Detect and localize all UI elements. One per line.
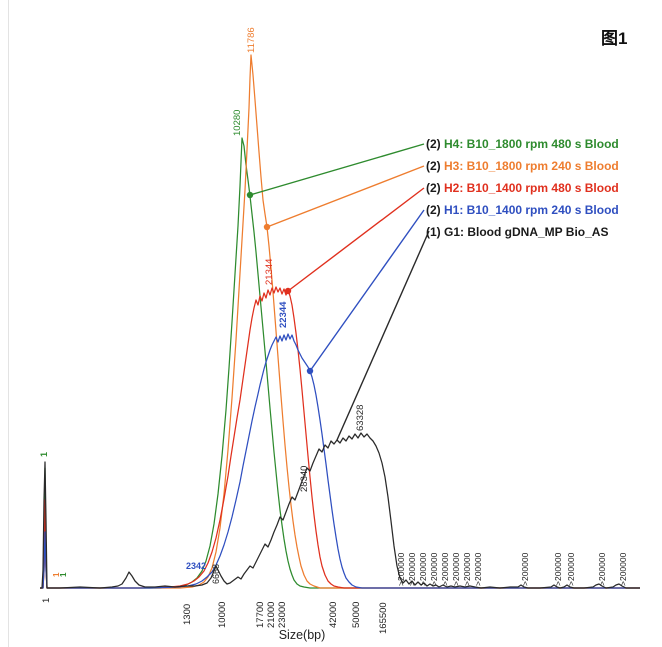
x-tick-label: 23000 bbox=[277, 601, 288, 628]
legend-item-label: H3: B10_1800 rpm 240 s Blood bbox=[444, 159, 619, 173]
peak-label: 2342 bbox=[186, 561, 207, 571]
peak-label: 21344 bbox=[264, 258, 275, 285]
legend-item: (2) H2: B10_1400 rpm 480 s Blood bbox=[426, 181, 619, 195]
overflow-marker-label: >200000 bbox=[553, 552, 563, 586]
peak-label: 22344 bbox=[278, 301, 289, 328]
x-tick-label: 17700 bbox=[255, 601, 266, 628]
figure-label: 图1 bbox=[601, 29, 628, 48]
overflow-marker-label: >200000 bbox=[418, 552, 428, 586]
leader-dot bbox=[263, 223, 271, 231]
series-trace bbox=[40, 54, 640, 589]
series-trace bbox=[40, 432, 640, 589]
left-border-line bbox=[8, 0, 9, 647]
legend-item-prefix: (1) bbox=[426, 225, 444, 239]
overflow-marker-label: >200000 bbox=[396, 552, 406, 586]
peak-label: 11786 bbox=[246, 27, 257, 53]
legend-leader-line bbox=[266, 165, 425, 228]
overflow-marker-label: >200000 bbox=[473, 552, 483, 586]
x-tick-label: 10000 bbox=[217, 601, 228, 628]
series-trace bbox=[40, 286, 640, 589]
overflow-marker-label: >200000 bbox=[597, 552, 607, 586]
overflow-marker-label: >200000 bbox=[440, 552, 450, 586]
x-tick-label: 165500 bbox=[378, 602, 389, 634]
x-tick-label: 42000 bbox=[328, 601, 339, 628]
leader-dot bbox=[246, 191, 254, 199]
legend-item-prefix: (2) bbox=[426, 159, 444, 173]
x-tick-label: 50000 bbox=[351, 601, 362, 628]
x-tick-label: 1300 bbox=[182, 603, 193, 625]
legend-leader-line bbox=[249, 143, 425, 196]
legend-leader-line bbox=[336, 230, 430, 441]
peak-label: 63328 bbox=[355, 404, 366, 431]
series-trace bbox=[40, 333, 640, 589]
x-tick-label: 1 bbox=[41, 597, 52, 603]
overflow-marker-label: >200000 bbox=[618, 552, 628, 586]
overflow-marker-label: >200000 bbox=[566, 552, 576, 586]
legend-item: (1) G1: Blood gDNA_MP Bio_AS bbox=[426, 225, 608, 239]
peak-label: 10280 bbox=[232, 109, 243, 136]
legend-item-label: H4: B10_1800 rpm 480 s Blood bbox=[444, 137, 619, 151]
overflow-marker-label: >200000 bbox=[407, 552, 417, 586]
peak-label: 1 bbox=[59, 572, 68, 577]
legend-item-label: H2: B10_1400 rpm 480 s Blood bbox=[444, 181, 619, 195]
peak-label: 1 bbox=[39, 451, 49, 457]
peak-label: 28340 bbox=[299, 465, 310, 492]
peak-label: 6668 bbox=[211, 563, 221, 584]
x-axis-title: Size(bp) bbox=[278, 628, 326, 642]
legend-leader-line bbox=[287, 187, 425, 292]
overflow-marker-label: >200000 bbox=[429, 552, 439, 586]
legend-item-label: H1: B10_1400 rpm 240 s Blood bbox=[444, 203, 619, 217]
legend-leader-line bbox=[309, 209, 425, 372]
overflow-marker-label: >200000 bbox=[451, 552, 461, 586]
overflow-marker-label: >200000 bbox=[462, 552, 472, 586]
legend-item-prefix: (2) bbox=[426, 181, 444, 195]
legend-item: (2) H3: B10_1800 rpm 240 s Blood bbox=[426, 159, 619, 173]
x-tick-label: 21000 bbox=[266, 601, 277, 628]
legend-item-prefix: (2) bbox=[426, 137, 444, 151]
legend-item: (2) H1: B10_1400 rpm 240 s Blood bbox=[426, 203, 619, 217]
legend-item: (2) H4: B10_1800 rpm 480 s Blood bbox=[426, 137, 619, 151]
legend-item-prefix: (2) bbox=[426, 203, 444, 217]
leader-dot bbox=[306, 367, 314, 375]
overflow-marker-label: >200000 bbox=[520, 552, 530, 586]
legend-item-label: G1: Blood gDNA_MP Bio_AS bbox=[444, 225, 609, 239]
leader-dot bbox=[284, 287, 292, 295]
